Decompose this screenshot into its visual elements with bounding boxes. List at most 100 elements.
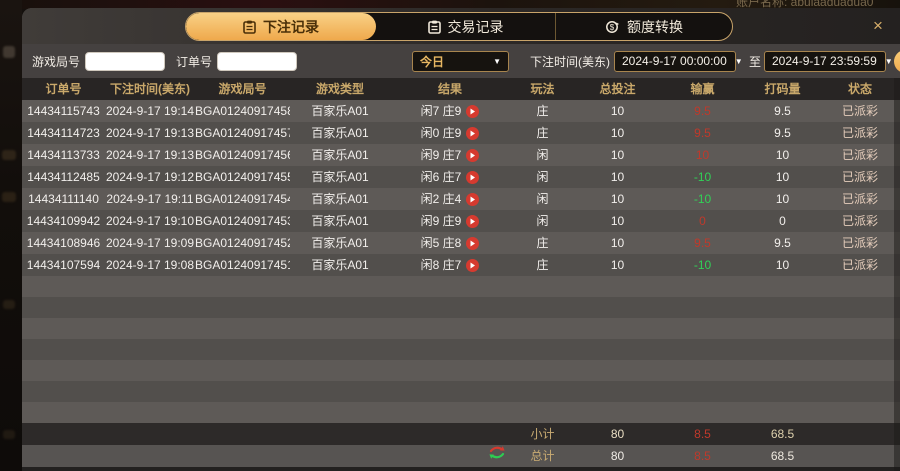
game-type-cell: 百家乐A01: [311, 258, 369, 272]
table-row[interactable]: 14434111140 2024-9-17 19:11 BGA012409174…: [22, 188, 900, 210]
time-cell: 2024-9-17 19:10: [105, 214, 195, 228]
subtotal-turnover: 68.5: [770, 427, 795, 441]
order-cell: 14434107594: [26, 258, 101, 272]
order-no-label: 订单号: [176, 54, 213, 69]
table-row[interactable]: 14434108946 2024-9-17 19:09 BGA012409174…: [22, 232, 900, 254]
bet-cell: 10: [610, 126, 625, 140]
subtotal-row: 小计 80 8.5 68.5: [22, 423, 900, 445]
empty-row: [22, 381, 900, 402]
replay-play-icon[interactable]: [466, 214, 480, 228]
round-cell: BGA01240917457: [195, 126, 290, 140]
col-winloss: 输赢: [690, 82, 715, 96]
time-cell: 2024-9-17 19:13: [105, 126, 195, 140]
total-turnover: 68.5: [770, 449, 795, 463]
result-text: 闲9 庄7: [420, 148, 462, 162]
empty-row: [22, 360, 900, 381]
status-cell: 已派彩: [841, 258, 878, 272]
refresh-swap-icon[interactable]: [488, 445, 506, 467]
turnover-cell: 10: [775, 170, 790, 184]
table-row[interactable]: 14434107594 2024-9-17 19:08 BGA012409174…: [22, 254, 900, 276]
game-type-cell: 百家乐A01: [311, 104, 369, 118]
chevron-down-icon: ▼: [493, 56, 501, 66]
table-row[interactable]: 14434115743 2024-9-17 19:14 BGA012409174…: [22, 100, 900, 122]
status-cell: 已派彩: [841, 170, 878, 184]
turnover-cell: 0: [779, 214, 786, 228]
play-side-cell: 庄: [536, 126, 549, 140]
status-cell: 已派彩: [841, 104, 878, 118]
tab-label: 下注记录: [263, 18, 319, 35]
table-row[interactable]: 14434112485 2024-9-17 19:12 BGA012409174…: [22, 166, 900, 188]
close-icon[interactable]: ×: [873, 16, 883, 35]
background-fragment: [2, 150, 16, 160]
replay-play-icon[interactable]: [466, 104, 480, 118]
table-row[interactable]: 14434109942 2024-9-17 19:10 BGA012409174…: [22, 210, 900, 232]
replay-play-icon[interactable]: [466, 170, 480, 184]
empty-row: [22, 402, 900, 423]
result-text: 闲5 庄8: [420, 236, 462, 250]
play-side-cell: 庄: [536, 236, 549, 250]
subtotal-bet: 80: [610, 427, 625, 441]
tab-transaction-records[interactable]: 交易记录: [376, 13, 555, 40]
play-side-cell: 庄: [536, 258, 549, 272]
replay-play-icon[interactable]: [466, 126, 480, 140]
replay-play-icon[interactable]: [466, 192, 480, 206]
background-app-top: 账户名称: abuiaaduadua0: [0, 0, 900, 9]
game-round-label: 游戏局号: [32, 54, 81, 69]
turnover-cell: 10: [775, 148, 790, 162]
total-label: 总计: [530, 449, 555, 463]
replay-play-icon[interactable]: [466, 236, 480, 250]
time-from-select[interactable]: 2024-9-17 00:00:00 ▼: [614, 50, 743, 72]
query-button[interactable]: 查询: [894, 49, 900, 73]
subtotal-winloss: 8.5: [694, 427, 711, 441]
bet-cell: 10: [610, 170, 625, 184]
tab-bet-records[interactable]: 下注记录: [186, 13, 376, 40]
status-cell: 已派彩: [841, 214, 878, 228]
col-round: 游戏局号: [218, 82, 267, 96]
game-type-cell: 百家乐A01: [311, 236, 369, 250]
round-cell: BGA01240917452: [195, 236, 290, 250]
replay-play-icon[interactable]: [466, 148, 480, 162]
result-text: 闲7 庄9: [420, 104, 462, 118]
result-text: 闲0 庄9: [420, 126, 462, 140]
bet-cell: 10: [610, 104, 625, 118]
time-cell: 2024-9-17 19:11: [106, 192, 194, 206]
result-text: 闲8 庄7: [420, 258, 462, 272]
result-cell: 闲7 庄9: [390, 100, 510, 122]
col-turnover: 打码量: [764, 82, 801, 96]
tab-quota-transfer[interactable]: $ 额度转换: [555, 13, 732, 40]
coin-transfer-icon: $: [605, 20, 620, 34]
table-row[interactable]: 14434114723 2024-9-17 19:13 BGA012409174…: [22, 122, 900, 144]
table-body: 14434115743 2024-9-17 19:14 BGA012409174…: [22, 100, 900, 276]
tab-label: 额度转换: [627, 18, 683, 35]
status-cell: 已派彩: [841, 236, 878, 250]
bet-cell: 10: [610, 258, 625, 272]
result-cell: 闲9 庄7: [390, 144, 510, 166]
total-row: 总计 80 8.5 68.5: [22, 445, 900, 467]
winloss-cell: 9.5: [694, 104, 711, 118]
time-to-select[interactable]: 2024-9-17 23:59:59 ▼: [764, 50, 893, 72]
order-no-input[interactable]: [217, 51, 298, 71]
col-play: 玩法: [530, 82, 555, 96]
col-time: 下注时间(美东): [110, 82, 190, 96]
table-header: 订单号 下注时间(美东) 游戏局号 游戏类型 结果 玩法 总投注 输赢 打码量 …: [22, 78, 900, 100]
background-fragment: [2, 192, 16, 202]
game-type-cell: 百家乐A01: [311, 192, 369, 206]
chevron-down-icon: ▼: [734, 56, 743, 66]
result-cell: 闲6 庄7: [390, 166, 510, 188]
time-cell: 2024-9-17 19:13: [105, 148, 195, 162]
result-text: 闲6 庄7: [420, 170, 462, 184]
col-game: 游戏类型: [315, 82, 364, 96]
scrollbar-track[interactable]: [894, 78, 900, 471]
winloss-cell: -10: [693, 170, 712, 184]
round-cell: BGA01240917455: [195, 170, 290, 184]
replay-play-icon[interactable]: [466, 258, 480, 272]
result-cell: 闲5 庄8: [390, 232, 510, 254]
result-cell: 闲8 庄7: [390, 254, 510, 276]
result-cell: 闲0 庄9: [390, 122, 510, 144]
winloss-cell: -10: [693, 192, 712, 206]
round-cell: BGA01240917451: [195, 258, 290, 272]
game-round-input[interactable]: [85, 51, 166, 71]
order-cell: 14434108946: [26, 236, 101, 250]
table-row[interactable]: 14434113733 2024-9-17 19:13 BGA012409174…: [22, 144, 900, 166]
date-range-select[interactable]: 今日 ▼: [412, 50, 509, 72]
